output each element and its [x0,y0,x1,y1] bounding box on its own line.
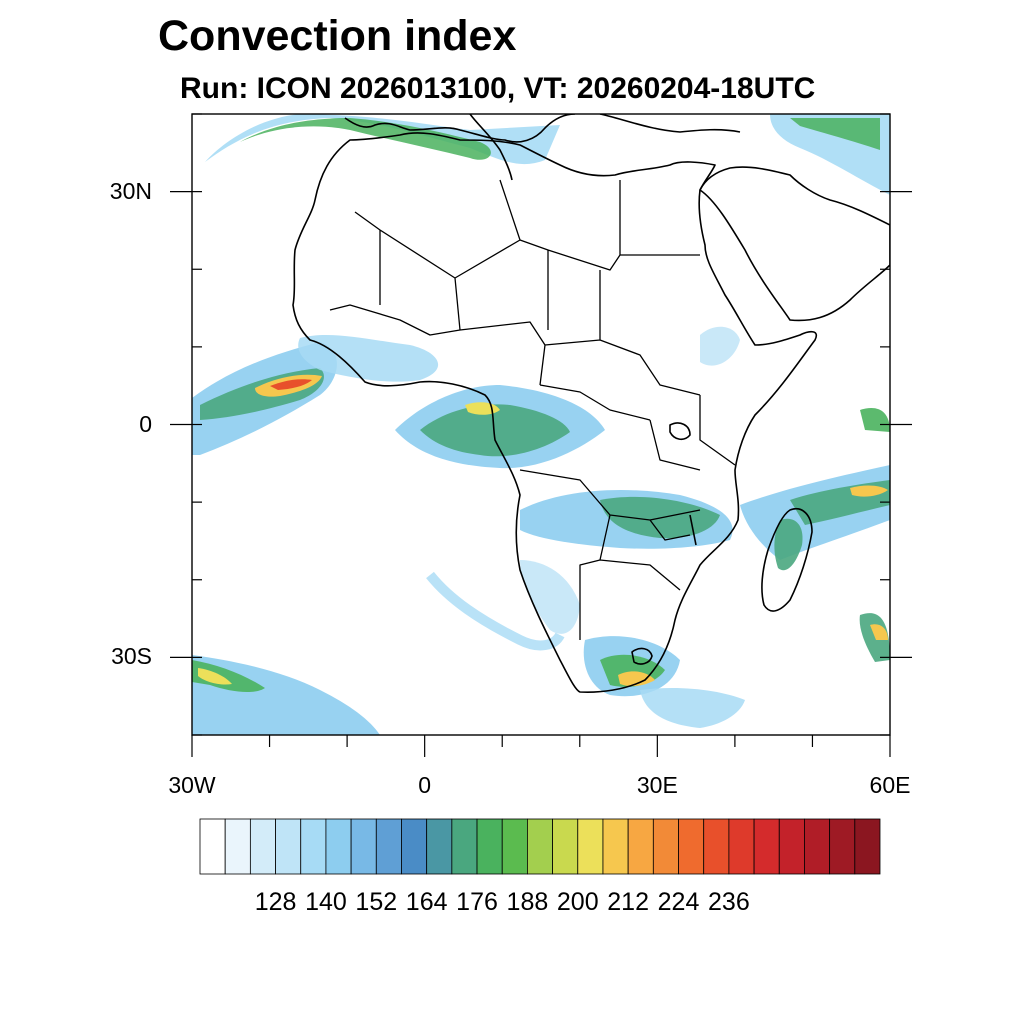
lake-victoria [669,422,691,441]
field-area-indian-ocean-hot [850,485,888,497]
x-tick-label: 30W [168,772,216,798]
field-area-west-africa [298,335,439,382]
turkey-coastline [599,114,741,133]
field-area-namibia [520,560,580,634]
y-tick-label: 0 [139,410,152,437]
chart-title: Convection index [158,12,517,60]
field-area-agulhas [640,688,745,728]
colorbar-bin [552,818,579,875]
colorbar-bin [627,818,654,875]
field-area-se-indian [859,613,890,662]
field-area-ethiopia [700,326,740,366]
colorbar-bin [476,818,503,875]
colorbar-bin [652,818,679,875]
colorbar-label: 200 [556,888,599,916]
colorbar-bin [350,818,377,875]
x-tick-label: 30E [636,772,678,798]
colorbar-bin [224,818,251,875]
x-tick-label: 60E [869,772,911,798]
colorbar-bin [703,818,730,875]
colorbar-label: 188 [506,888,549,916]
coastlines [292,114,890,693]
colorbar-bin [300,818,327,875]
colorbar-bin [249,818,276,875]
arabia-coastline [699,166,890,322]
colorbar-label: 236 [708,888,750,916]
colorbar-bin [854,818,881,875]
colorbar-bin [275,818,302,875]
field-area-south-africa-hot [618,671,655,687]
colorbar-label: 176 [456,888,498,916]
x-tick-label: 0 [418,772,432,798]
colorbar-label: 224 [657,888,700,916]
field-area-north-atlantic [205,114,560,165]
convection-field [192,114,890,735]
colorbar-bin [527,818,553,875]
field-area-madagascar [774,518,803,571]
colorbar-label: 152 [355,888,398,916]
country-borders [329,179,736,640]
colorbar-label: 140 [305,888,347,916]
colorbar-bin [199,818,226,875]
colorbar-label: 212 [607,888,649,916]
colorbar-bin [829,818,856,875]
lesotho-border [631,647,653,665]
colorbar-bin [451,818,478,875]
colorbar-bin [753,818,780,875]
field-area-congo-core [420,404,570,457]
colorbar [199,818,881,875]
chart-subtitle: Run: ICON 2026013100, VT: 20260204-18UTC [180,72,816,105]
colorbar-label: 128 [254,888,297,916]
field-area-se-indian-hot [870,624,888,640]
colorbar-bin [804,818,831,875]
colorbar-bin [577,818,604,875]
y-tick-label: 30S [111,643,152,670]
field-area-east-indian [860,407,890,432]
colorbar-bin [678,818,705,875]
africa-coastline [292,132,818,693]
colorbar-bin [401,818,428,875]
colorbar-bin [602,818,629,875]
colorbar-bin [728,818,755,875]
colorbar-bin [426,818,453,875]
colorbar-label: 164 [405,888,448,916]
field-area-south-atlantic-core [192,660,265,692]
lake-malawi [689,514,697,546]
colorbar-bin [778,818,805,875]
y-tick-label: 30N [109,177,152,204]
italy-coastline [469,114,513,181]
colorbar-bin [501,818,528,875]
colorbar-bin [325,818,352,875]
axis-ticks [170,113,912,757]
colorbar-bin [375,818,402,875]
field-area-east-atlantic-peak [270,379,312,390]
field-area-mideast-core [790,118,880,150]
europe-coastline [344,114,576,143]
field-area-south-atlantic-hot [198,668,232,685]
madagascar-coastline [761,508,813,612]
